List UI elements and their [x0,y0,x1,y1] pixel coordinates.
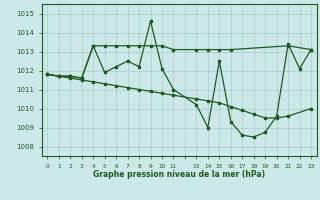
X-axis label: Graphe pression niveau de la mer (hPa): Graphe pression niveau de la mer (hPa) [93,170,265,179]
